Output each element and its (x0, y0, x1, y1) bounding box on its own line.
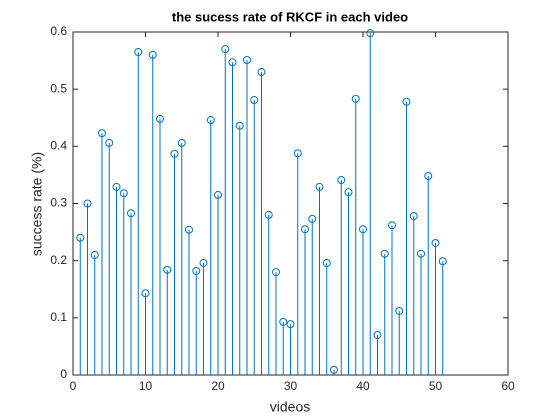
stem-marker (141, 289, 150, 298)
stem-marker (257, 68, 266, 77)
stem-marker (402, 97, 411, 106)
x-tick-label: 60 (501, 379, 515, 393)
x-tick-label: 10 (139, 379, 153, 393)
y-tick-label: 0.5 (50, 81, 67, 95)
stem-marker (409, 212, 418, 221)
stem-marker (177, 138, 186, 147)
stem-marker (388, 221, 396, 230)
stem-marker (301, 225, 309, 234)
stem-marker (235, 121, 244, 130)
stem-marker (417, 249, 425, 258)
stem-marker (279, 317, 288, 326)
stem-marker (337, 176, 346, 185)
y-tick-label: 0.6 (50, 24, 67, 38)
stem-marker (330, 365, 338, 374)
stem-marker (76, 233, 85, 242)
stem-marker (90, 250, 99, 259)
stem-marker (148, 50, 157, 59)
stem-marker (395, 306, 404, 315)
stem-marker (359, 225, 367, 234)
stem-marker (308, 214, 317, 223)
x-tick-label: 30 (284, 379, 298, 393)
stem-marker (127, 209, 135, 218)
stem-marker (264, 210, 273, 219)
stem-marker (344, 188, 353, 197)
stem-marker (243, 56, 251, 65)
y-tick-label: 0.3 (50, 196, 67, 210)
y-axis-label: success rate (%) (29, 152, 45, 256)
stem-marker (438, 257, 447, 266)
y-tick-label: 0.4 (50, 139, 67, 153)
stem-marker (228, 58, 237, 67)
stem-marker (192, 266, 201, 275)
stem-marker (322, 258, 331, 267)
x-tick-label: 50 (429, 379, 443, 393)
stem-marker (380, 249, 389, 258)
stem-marker (134, 48, 143, 57)
stem-marker (119, 189, 128, 198)
stem-marker (112, 182, 121, 191)
stem-marker (105, 138, 114, 147)
stem-marker (163, 265, 172, 274)
stem-marker (185, 225, 193, 234)
stem-marker (272, 268, 280, 277)
stem-marker (286, 320, 295, 329)
stem-marker (351, 94, 360, 103)
stem-marker (98, 129, 106, 138)
y-tick-label: 0.1 (50, 310, 67, 324)
y-tick-label: 0.2 (50, 253, 67, 267)
stem-marker (206, 116, 215, 125)
stem-marker (424, 172, 433, 181)
x-tick-label: 0 (70, 379, 77, 393)
x-tick-label: 40 (356, 379, 370, 393)
chart-title: the sucess rate of RKCF in each video (172, 9, 408, 24)
x-axis-label: videos (270, 399, 310, 415)
stem-marker (214, 190, 222, 199)
stem-marker (156, 114, 164, 123)
stem-marker (373, 330, 382, 339)
stem-marker (293, 149, 302, 158)
stem-marker (170, 149, 179, 158)
stem-marker (83, 199, 92, 208)
x-tick-label: 20 (211, 379, 225, 393)
y-tick-label: 0 (60, 367, 67, 381)
stem-marker (199, 258, 208, 267)
stem-marker (431, 238, 440, 247)
stem-marker (250, 96, 259, 105)
stem-marker (221, 45, 230, 54)
stem-marker (315, 182, 324, 191)
stem-marker (366, 29, 375, 38)
